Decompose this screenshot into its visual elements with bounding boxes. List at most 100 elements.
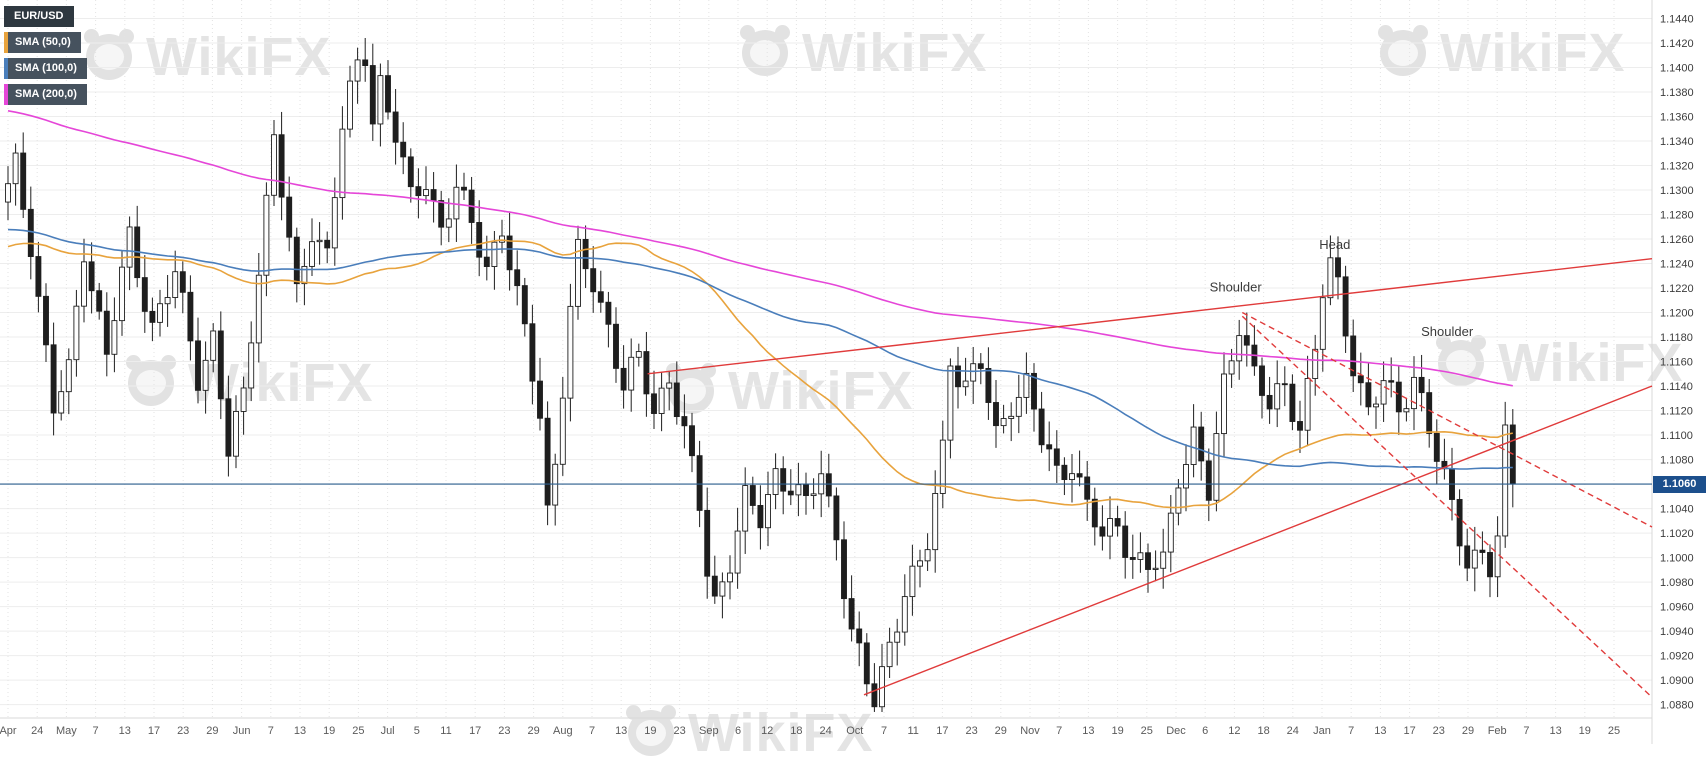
legend-sma-100[interactable]: SMA (100,0) — [4, 58, 87, 79]
candle-body — [1023, 372, 1030, 398]
time-tick-label: 29 — [206, 725, 218, 737]
wikifx-watermark-text: WikiFX — [802, 23, 988, 83]
price-tick-label: 1.1400 — [1660, 63, 1694, 75]
candle-body — [1357, 375, 1364, 384]
time-tick-label: 13 — [294, 725, 306, 737]
time-tick-label: 12 — [1228, 725, 1240, 737]
candle-body — [1084, 476, 1091, 500]
candle-body — [1213, 433, 1220, 501]
candle-body — [240, 387, 247, 412]
candle-body — [1289, 383, 1296, 422]
chart-canvas[interactable]: Shoulder Head Shoulder 1.1440 1.1420 1.1400 1.… — [0, 0, 1707, 744]
candle-body — [111, 320, 118, 355]
price-tick-label: 1.1340 — [1660, 136, 1694, 148]
candle-body — [362, 59, 369, 66]
candle-body — [331, 197, 338, 249]
wikifx-panda-logo-icon — [126, 355, 176, 406]
candle-body — [985, 368, 992, 403]
candle-body — [651, 393, 657, 414]
time-tick-label: Jan — [1313, 725, 1331, 737]
candle-body — [293, 236, 300, 285]
candle-body — [172, 271, 179, 298]
time-tick-label: 25 — [1608, 725, 1620, 737]
candle-body — [1015, 396, 1022, 417]
time-tick-label: 19 — [323, 725, 335, 737]
candle-body — [772, 468, 779, 495]
candle-body — [126, 226, 133, 268]
trendline-solid-0[interactable] — [647, 257, 1653, 375]
candle-body — [73, 305, 80, 361]
trendline-solid-1[interactable] — [863, 385, 1653, 696]
candle-body — [787, 490, 794, 496]
candle-body — [1418, 376, 1425, 394]
legend: EUR/USD SMA (50,0) SMA (100,0) SMA (200,0) — [4, 6, 87, 110]
candle-body — [559, 397, 566, 465]
trendline-dashed-2[interactable] — [1241, 311, 1653, 528]
time-tick-label: 29 — [995, 725, 1007, 737]
time-tick-label: 12 — [761, 725, 773, 737]
candle-body — [1479, 549, 1486, 553]
symbol-badge[interactable]: EUR/USD — [4, 6, 74, 27]
candle-body — [233, 411, 239, 457]
candle-body — [263, 194, 270, 276]
time-tick-label: Nov — [1020, 725, 1040, 737]
time-tick-label: 7 — [881, 725, 887, 737]
candle-body — [947, 365, 954, 441]
candle-body — [537, 380, 543, 419]
candle-body — [1152, 567, 1159, 570]
candle-body — [1335, 257, 1341, 278]
candle-body — [195, 340, 201, 391]
candle-body — [5, 183, 11, 203]
candle-body — [955, 365, 961, 388]
candle-body — [1281, 383, 1288, 386]
candle-body — [187, 291, 194, 342]
price-tick-label: 1.1000 — [1660, 553, 1694, 565]
candle-body — [1122, 525, 1129, 558]
legend-sma-50[interactable]: SMA (50,0) — [4, 32, 81, 53]
candle-body — [597, 291, 604, 303]
candle-body — [1221, 373, 1227, 435]
time-tick-label: Sep — [699, 725, 719, 737]
sma-100-line — [7, 228, 1513, 470]
wikifx-panda-logo-icon — [1378, 25, 1428, 76]
candle-body — [81, 261, 87, 307]
annotation-shoulder: Shoulder — [1210, 280, 1263, 295]
time-tick-label: 19 — [644, 725, 656, 737]
candle-body — [1091, 498, 1098, 528]
candle-body — [1487, 552, 1493, 578]
candle-body — [909, 565, 916, 598]
candle-body — [681, 416, 688, 427]
candle-body — [1456, 499, 1463, 547]
candle-body — [1243, 335, 1250, 346]
time-tick-label: 18 — [1257, 725, 1269, 737]
candle-body — [962, 380, 969, 388]
candle-body — [1259, 365, 1265, 396]
candle-body — [1183, 464, 1189, 489]
legend-sma-200[interactable]: SMA (200,0) — [4, 84, 87, 105]
price-tick-label: 1.1200 — [1660, 308, 1694, 320]
time-tick-label: 11 — [907, 725, 918, 737]
candle-body — [1433, 433, 1440, 462]
candle-body — [354, 59, 361, 82]
candle-body — [825, 473, 832, 497]
wikifx-watermark-text: WikiFX — [1440, 23, 1626, 83]
candle-body — [271, 134, 277, 196]
candle-body — [932, 493, 939, 551]
candle-body — [88, 261, 95, 292]
price-tick-label: 1.1020 — [1660, 528, 1694, 540]
candle-body — [103, 310, 110, 355]
time-tick-label: Oct — [846, 725, 863, 737]
time-tick-label: 7 — [1348, 725, 1354, 737]
candle-body — [1076, 473, 1083, 478]
time-tick-label: 23 — [1433, 725, 1445, 737]
time-tick-label: 24 — [819, 725, 831, 737]
candle-body — [795, 484, 802, 496]
candle-body — [742, 485, 749, 532]
candle-body — [704, 509, 711, 577]
wikifx-panda-logo-icon — [740, 25, 790, 76]
candle-body — [217, 330, 224, 400]
candle-body — [765, 494, 771, 529]
candle-body — [1471, 549, 1478, 569]
trendline-dashed-3[interactable] — [1241, 315, 1653, 698]
candle-body — [385, 75, 391, 113]
